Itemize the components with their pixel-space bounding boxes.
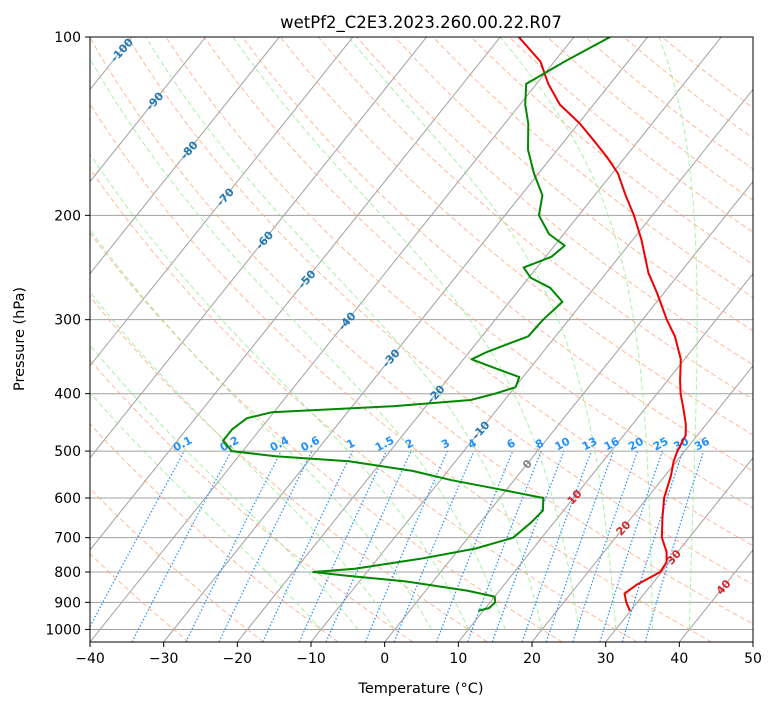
dry-adiabat-line xyxy=(279,37,753,436)
temperature-profile-line xyxy=(518,37,687,612)
dry-adiabat-line xyxy=(90,359,414,642)
mixing-ratio-line xyxy=(325,450,412,642)
moist-adiabat-line xyxy=(145,37,543,630)
dry-adiabat-line xyxy=(90,295,488,642)
isotherm-gridline xyxy=(457,272,753,642)
mixing-ratio-line xyxy=(545,450,614,642)
moist-adiabat-line xyxy=(348,37,617,630)
isotherm-gridline xyxy=(310,88,753,642)
x-tick-label: 0 xyxy=(380,651,389,667)
mixing-ratio-label: 13 xyxy=(580,435,600,454)
mixing-ratio-line xyxy=(599,450,663,642)
dry-adiabat-line xyxy=(203,37,753,509)
y-tick-label: 1000 xyxy=(45,622,81,638)
dry-adiabat-line xyxy=(90,37,753,625)
moist-adiabat-line xyxy=(499,37,653,630)
mixing-ratio-line xyxy=(262,450,354,642)
mixing-ratio-line xyxy=(521,450,592,642)
mixing-ratio-line xyxy=(364,450,448,642)
isotherm-gridline xyxy=(90,37,428,459)
dry-adiabat-line xyxy=(90,553,190,642)
isotherm-gridline xyxy=(90,37,501,551)
dewpoint-profile-line xyxy=(222,37,611,612)
isotherm-gridline xyxy=(90,37,354,367)
y-tick-label: 800 xyxy=(54,565,81,581)
moist-adiabat-line xyxy=(90,391,322,630)
x-tick-label: 20 xyxy=(523,651,541,667)
dry-adiabat-line xyxy=(90,103,712,642)
mixing-ratio-label: 20 xyxy=(626,435,646,454)
x-tick-label: −10 xyxy=(296,651,326,667)
isotherm-gridline xyxy=(531,364,753,642)
dry-adiabat-line xyxy=(356,37,753,366)
x-tick-label: 30 xyxy=(597,651,615,667)
dry-adiabat-line xyxy=(90,167,638,642)
isotherm-gridline xyxy=(90,37,575,642)
x-tick-label: 40 xyxy=(670,651,688,667)
isotherm-gridline xyxy=(236,37,722,642)
isotherm-gridline xyxy=(384,180,753,642)
dry-adiabat-line xyxy=(241,37,753,472)
x-tick-label: 10 xyxy=(449,651,467,667)
mixing-ratio-line xyxy=(644,450,705,642)
y-tick-label: 700 xyxy=(54,531,81,547)
mixing-ratio-label: 10 xyxy=(553,435,573,454)
mixing-ratio-line xyxy=(185,450,282,642)
mixing-ratio-label: 16 xyxy=(602,435,622,454)
dry-adiabat-line xyxy=(90,423,339,642)
mixing-ratio-line xyxy=(621,450,684,642)
y-tick-label: 200 xyxy=(54,208,81,224)
dry-adiabat-line xyxy=(165,37,753,547)
moist-adiabat-line xyxy=(90,344,359,630)
moist-adiabat-line xyxy=(658,37,698,630)
mixing-ratio-line xyxy=(435,450,514,642)
isotherm-gridline xyxy=(90,37,207,183)
mixing-ratio-label: 36 xyxy=(692,435,712,454)
mixing-ratio-line xyxy=(131,450,232,642)
y-tick-label: 300 xyxy=(54,313,81,329)
x-axis-label: Temperature (°C) xyxy=(357,681,483,697)
y-tick-label: 100 xyxy=(54,30,81,46)
y-tick-label: 600 xyxy=(54,491,81,507)
mixing-ratio-line xyxy=(298,450,387,642)
mixing-ratio-line xyxy=(90,450,185,628)
dry-adiabat-line xyxy=(432,37,753,298)
mixing-ratio-line xyxy=(491,450,565,642)
x-tick-label: −20 xyxy=(223,651,253,667)
moist-adiabat-line xyxy=(90,228,432,630)
y-tick-label: 500 xyxy=(54,444,81,460)
mixing-ratio-label: 25 xyxy=(651,435,671,454)
isotherm-gridline xyxy=(90,37,280,275)
dry-adiabat-line xyxy=(90,487,264,642)
y-tick-label: 400 xyxy=(54,387,81,403)
isotherm-gridline xyxy=(605,457,753,642)
dry-adiabat-line xyxy=(394,37,753,332)
moist-adiabat-line xyxy=(232,37,580,630)
plot-frame xyxy=(89,36,754,643)
mixing-ratio-line xyxy=(393,450,475,642)
y-axis-label: Pressure (hPa) xyxy=(12,287,28,391)
mixing-ratio-line xyxy=(572,450,639,642)
isotherm-gridline xyxy=(163,37,649,642)
y-tick-label: 900 xyxy=(54,595,81,611)
moist-adiabat-line xyxy=(90,291,396,630)
x-tick-label: 50 xyxy=(744,651,762,667)
chart-title: wetPf2_C2E3.2023.260.00.22.R07 xyxy=(280,13,562,33)
x-tick-label: −30 xyxy=(149,651,179,667)
x-tick-label: −40 xyxy=(75,651,105,667)
